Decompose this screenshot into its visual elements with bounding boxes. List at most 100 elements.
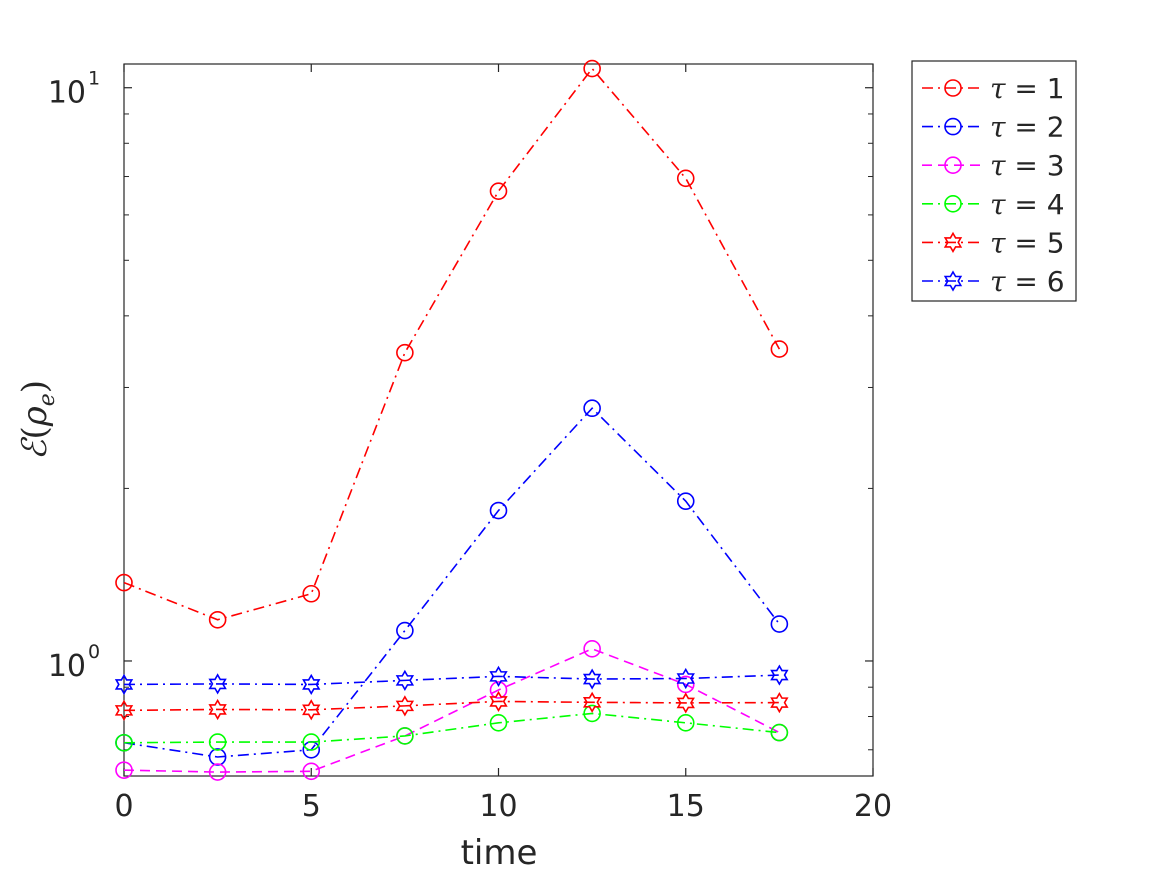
y-axis-title: ℰ(ρe) bbox=[15, 380, 60, 460]
data-point bbox=[770, 723, 789, 742]
data-point bbox=[208, 698, 227, 721]
series-line bbox=[123, 712, 780, 744]
data-point bbox=[114, 673, 134, 696]
legend-label: τ = 4 bbox=[990, 188, 1065, 221]
data-point bbox=[489, 690, 508, 713]
y-tick-exponent: 1 bbox=[88, 68, 100, 90]
legend-label: τ = 6 bbox=[990, 265, 1065, 298]
data-point bbox=[676, 169, 695, 188]
y-tick-label: 10 bbox=[48, 649, 86, 684]
data-point bbox=[770, 340, 789, 358]
series-line bbox=[123, 67, 781, 621]
legend-label: τ = 5 bbox=[990, 226, 1065, 259]
legend-item: τ = 5 bbox=[922, 226, 1065, 259]
data-point bbox=[582, 668, 602, 690]
data-point bbox=[302, 733, 321, 751]
x-tick-label: 15 bbox=[667, 789, 705, 824]
data-point bbox=[395, 695, 415, 717]
legend-label-tau: τ bbox=[990, 149, 1006, 182]
legend-box bbox=[911, 60, 1077, 302]
data-point bbox=[676, 492, 695, 510]
legend-label-eq: = 6 bbox=[1006, 265, 1065, 298]
data-point bbox=[396, 621, 414, 640]
x-tick-label: 0 bbox=[114, 789, 133, 824]
y-tick-label: 10 bbox=[48, 76, 86, 111]
data-point bbox=[583, 704, 601, 723]
legend-item: τ = 2 bbox=[922, 111, 1065, 144]
series-line bbox=[123, 674, 780, 686]
data-point bbox=[115, 761, 133, 779]
data-point bbox=[676, 667, 695, 690]
legend-label-tau: τ bbox=[990, 265, 1006, 298]
plot-area bbox=[123, 63, 874, 777]
data-point bbox=[302, 699, 321, 721]
data-point bbox=[489, 714, 508, 732]
data-point bbox=[208, 733, 227, 751]
series-group bbox=[114, 59, 789, 781]
data-point bbox=[770, 615, 789, 633]
series-line bbox=[123, 407, 781, 758]
legend-label-eq: = 3 bbox=[1006, 149, 1065, 182]
data-point bbox=[115, 573, 133, 592]
data-point bbox=[208, 748, 227, 766]
legend-marker bbox=[943, 231, 963, 253]
data-point bbox=[208, 610, 227, 629]
y-tick-exponent: 0 bbox=[88, 641, 100, 663]
legend-label-eq: = 4 bbox=[1006, 188, 1065, 221]
series-6 bbox=[114, 664, 789, 696]
x-tick-label: 10 bbox=[479, 789, 517, 824]
legend-item: τ = 4 bbox=[922, 188, 1065, 221]
legend-label-eq: = 1 bbox=[1006, 72, 1065, 105]
data-point bbox=[302, 584, 321, 603]
series-1 bbox=[115, 59, 789, 629]
data-point bbox=[582, 691, 602, 713]
x-axis-title: time bbox=[461, 833, 538, 873]
legend-label: τ = 3 bbox=[990, 149, 1065, 182]
legend-label-eq: = 5 bbox=[1006, 226, 1065, 259]
data-point bbox=[583, 59, 601, 78]
legend-label-tau: τ bbox=[990, 188, 1006, 221]
series-line bbox=[123, 700, 780, 712]
x-tick-label: 20 bbox=[854, 789, 892, 824]
data-point bbox=[676, 692, 695, 714]
data-point bbox=[395, 669, 415, 691]
legend-marker bbox=[943, 270, 963, 292]
data-point bbox=[396, 727, 414, 745]
legend-item: τ = 3 bbox=[922, 149, 1065, 182]
legend-marker bbox=[944, 117, 962, 136]
y-axis-title-sub: e bbox=[35, 393, 60, 406]
legend-marker bbox=[944, 195, 962, 213]
legend: τ = 1τ = 2τ = 3τ = 4τ = 5τ = 6 bbox=[911, 60, 1077, 302]
x-axis: 0 5 10 15 20 bbox=[114, 64, 892, 824]
legend-label-tau: τ bbox=[990, 111, 1006, 144]
legend-item: τ = 1 bbox=[922, 72, 1065, 105]
legend-label-eq: = 2 bbox=[1006, 111, 1065, 144]
legend-label: τ = 1 bbox=[990, 72, 1065, 105]
x-tick-label: 5 bbox=[302, 789, 321, 824]
data-point bbox=[676, 714, 695, 732]
legend-marker bbox=[944, 79, 962, 97]
data-point bbox=[208, 763, 227, 781]
legend-label: τ = 2 bbox=[990, 111, 1065, 144]
data-point bbox=[583, 399, 601, 418]
data-point bbox=[302, 762, 321, 781]
y-axis-title-open: ( bbox=[15, 426, 55, 439]
data-point bbox=[302, 673, 321, 696]
data-point bbox=[396, 343, 414, 362]
legend-item: τ = 6 bbox=[922, 265, 1065, 298]
data-point bbox=[489, 681, 508, 699]
data-point bbox=[770, 664, 789, 686]
data-point bbox=[208, 673, 227, 695]
data-point bbox=[115, 733, 133, 752]
y-axis-title-script: ℰ bbox=[15, 436, 55, 460]
legend-marker bbox=[944, 156, 962, 174]
legend-label-tau: τ bbox=[990, 72, 1006, 105]
y-axis-title-close: ) bbox=[15, 380, 55, 393]
series-4 bbox=[115, 704, 789, 752]
data-point bbox=[583, 640, 601, 658]
legend-label-tau: τ bbox=[990, 226, 1006, 259]
y-axis-title-rho: ρ bbox=[15, 406, 55, 427]
data-point bbox=[489, 182, 508, 200]
data-point bbox=[489, 501, 508, 520]
